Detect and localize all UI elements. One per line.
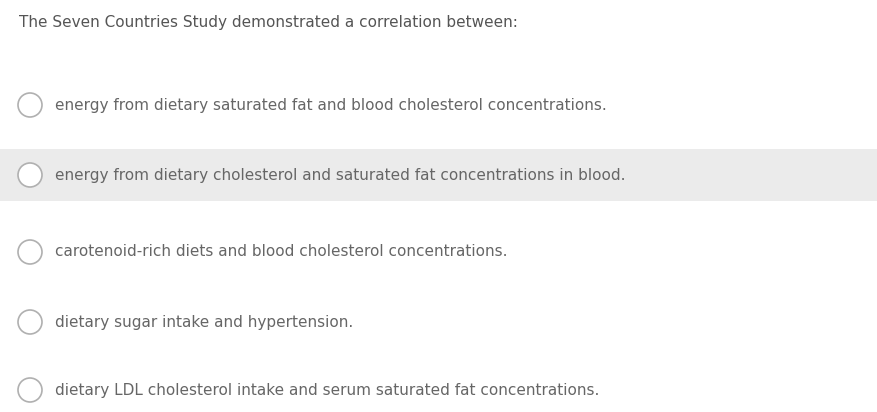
Text: dietary LDL cholesterol intake and serum saturated fat concentrations.: dietary LDL cholesterol intake and serum… [55, 382, 599, 398]
Text: energy from dietary cholesterol and saturated fat concentrations in blood.: energy from dietary cholesterol and satu… [55, 168, 625, 183]
Text: carotenoid-rich diets and blood cholesterol concentrations.: carotenoid-rich diets and blood choleste… [55, 244, 508, 260]
Circle shape [18, 240, 42, 264]
Text: The Seven Countries Study demonstrated a correlation between:: The Seven Countries Study demonstrated a… [19, 14, 518, 30]
Circle shape [18, 93, 42, 117]
Text: dietary sugar intake and hypertension.: dietary sugar intake and hypertension. [55, 314, 353, 330]
Bar [0, 149, 877, 201]
Circle shape [18, 163, 42, 187]
Text: energy from dietary saturated fat and blood cholesterol concentrations.: energy from dietary saturated fat and bl… [55, 98, 607, 112]
Circle shape [18, 378, 42, 402]
Circle shape [18, 310, 42, 334]
